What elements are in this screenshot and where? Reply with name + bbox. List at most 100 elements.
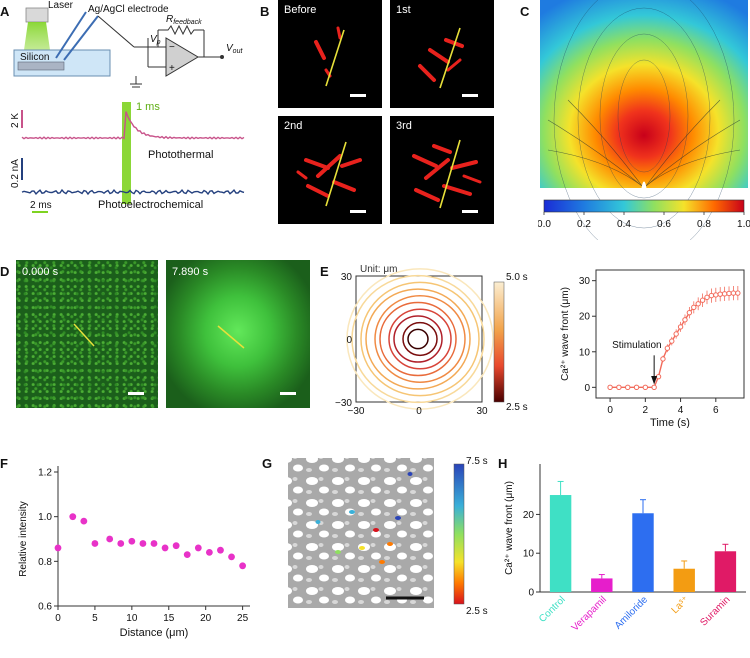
f-point [139,540,147,547]
activated-cells [315,472,413,564]
heatmap-source [641,181,647,189]
electrode-2 [63,15,99,61]
e-point [704,294,710,301]
feedback-resistor [158,24,204,36]
f-point [239,562,247,570]
h-bar [632,513,654,592]
contour-ring [402,321,438,357]
panel-letter-f: F [0,456,8,471]
f-point [117,540,125,547]
e-point [682,317,688,323]
photothermal-label: Photothermal [148,149,213,161]
contour-ring [388,308,452,370]
e-xtick-label: 4 [678,405,684,416]
e-point [708,292,715,299]
h-bar [714,551,737,592]
colorbar-c-tick-label: 0.0 [538,219,551,230]
panel-letter-d: D [0,264,10,279]
contour-xtick-left: −30 [348,406,365,417]
colorbar-c-tick-label: 0.8 [697,219,711,230]
f-ytick-label: 0.6 [38,602,52,613]
e-point [660,356,666,362]
panel-d-time-0: 0.000 s [22,266,59,278]
silicon-label: Silicon [20,52,49,63]
e-point [669,338,675,344]
contour-ytick-mid: 0 [346,335,352,346]
e-point [651,384,657,391]
panel-d-fiber-0 [73,323,144,395]
panel-f-intensity-plot: 0.6 0.8 1.0 1.2 0 5 10 15 20 25 Distance (μm) Relat… [18,466,250,639]
e-point [726,290,732,297]
panel-letter-c: C [520,4,530,19]
e-point [735,290,741,296]
panel-d-frame-0: 0.000 s [16,260,158,408]
h-bar [591,578,613,592]
panel-g-cbar-bottom: 2.5 s [466,606,488,617]
panel-letter-g: G [262,456,273,471]
panel-d-fiber-1 [217,325,296,395]
panel-b-before-tile: Before [278,0,382,108]
laser-pulse-bar [122,102,131,204]
f-point [69,513,77,521]
e-point [717,291,723,297]
f-xtick-label: 10 [126,613,138,624]
e-point [607,384,613,391]
colorbar-c-tick-label: 0.2 [577,219,591,230]
e-point [616,384,622,391]
contour-xtick-mid: 0 [416,406,422,417]
panel-b-label-before: Before [284,4,317,16]
e-xtick-label: 0 [607,405,613,416]
panel-b-2nd-tile: 2nd [278,116,382,224]
contour-ring [351,274,485,404]
r-feedback-label: Rfeedback [166,14,202,26]
panel-letter-b: B [260,4,270,19]
panel-letter-e: E [320,264,329,279]
op-amp-minus: − [169,42,175,53]
e-xlabel: Time (s) [650,417,690,428]
e-xtick-label: 6 [713,405,719,416]
panel-b-2nd-fibers [296,141,366,213]
f-point [172,542,180,550]
contour-ytick-top: 30 [341,272,353,283]
f-point [228,553,235,561]
f-point [54,544,62,552]
h-category-label: La³⁺ [670,594,692,616]
contour-xtick-right: 30 [476,406,488,417]
h-category-label: Control [537,594,568,625]
f-point [80,517,88,525]
heatmap-contours [553,0,735,240]
f-point [91,540,99,547]
panel-d-image-pair: 0.000 s 7.890 s [16,260,310,408]
f-xtick-label: 5 [92,613,98,624]
pulse-label: 1 ms [136,101,160,113]
panel-d-time-1: 7.890 s [172,266,209,278]
panel-c-heatmap: 0.0 0.2 0.4 0.6 0.8 1.0 [538,0,750,240]
panel-e-wavefront-plot: 0 10 20 30 0 2 4 6 Time (s) Ca²⁺ wave front (μm) S… [560,269,745,428]
op-amp [165,37,199,77]
colorbar-c [543,199,745,213]
contour-rings [346,268,494,410]
e-point [625,384,631,391]
f-point [161,544,169,552]
panel-letter-a: A [0,4,10,19]
panel-b-3rd-tile: 3rd [390,116,494,224]
contour-ytick-bottom: −30 [335,398,352,409]
contour-ring [379,301,457,377]
heatmap-field [540,0,748,188]
photoelectrochemical-label: Photoelectrochemical [98,199,203,211]
contour-ring [374,295,466,383]
vout-label: Vout [226,43,243,55]
wire-electrode [97,15,135,48]
cell-field [288,458,434,608]
f-point [150,540,158,547]
e-point [691,304,697,311]
contour-ring [365,288,471,390]
panel-a-schematic: Laser Silicon Ag/AgCl electrode Rfeedbac… [13,0,243,88]
panel-e-contour: Unit: μm 30 0 −30 −30 0 30 5.0 s 2.5 s [335,264,528,417]
panel-b-1st-tile: 1st [390,0,494,108]
e-point [655,373,662,380]
h-bar [673,568,695,592]
e-point [664,345,671,351]
contour-ring [393,315,443,363]
panel-b-before-fibers [314,26,366,97]
